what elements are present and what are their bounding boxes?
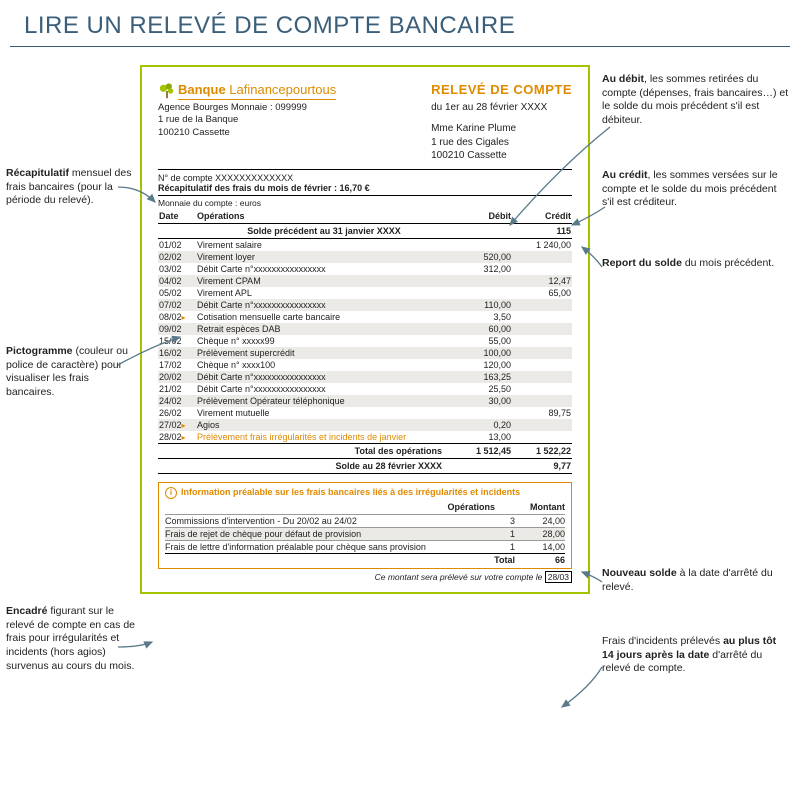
incidents-box: i Information préalable sur les frais ba… bbox=[158, 482, 572, 569]
account-number: N° de compte XXXXXXXXXXXXX bbox=[158, 169, 572, 183]
annotation-credit: Au crédit, les sommes versées sur le com… bbox=[602, 169, 790, 210]
annotation-14days: Frais d'incidents prélevés au plus tôt 1… bbox=[602, 635, 790, 676]
tree-icon bbox=[158, 82, 176, 100]
page-title: LIRE UN RELEVÉ DE COMPTE BANCAIRE bbox=[10, 0, 790, 47]
operations-table: Date Opérations Débit Crédit Solde précé… bbox=[158, 209, 572, 474]
annotation-recap: Récapitulatif mensuel des frais bancaire… bbox=[6, 167, 136, 208]
fees-recap: Récapitulatif des frais du mois de févri… bbox=[158, 183, 572, 196]
bank-info: Banque Lafinancepourtous Agence Bourges … bbox=[158, 81, 336, 163]
annotation-box: Encadré figurant sur le relevé de compte… bbox=[6, 605, 136, 673]
annotation-report: Report du solde du mois précédent. bbox=[602, 257, 790, 271]
bank-statement: Banque Lafinancepourtous Agence Bourges … bbox=[140, 65, 590, 594]
footnote: Ce montant sera prélevé sur votre compte… bbox=[158, 572, 572, 582]
annotation-picto: Pictogramme (couleur ou police de caract… bbox=[6, 345, 136, 400]
currency: Monnaie du compte : euros bbox=[158, 198, 572, 208]
statement-header: RELEVÉ DE COMPTE du 1er au 28 février XX… bbox=[431, 81, 572, 163]
annotation-debit: Au débit, les sommes retirées du compte … bbox=[602, 73, 790, 128]
annotation-new-balance: Nouveau solde à la date d'arrêté du rele… bbox=[602, 567, 790, 594]
stage: Banque Lafinancepourtous Agence Bourges … bbox=[0, 47, 800, 787]
info-icon: i bbox=[165, 487, 177, 499]
